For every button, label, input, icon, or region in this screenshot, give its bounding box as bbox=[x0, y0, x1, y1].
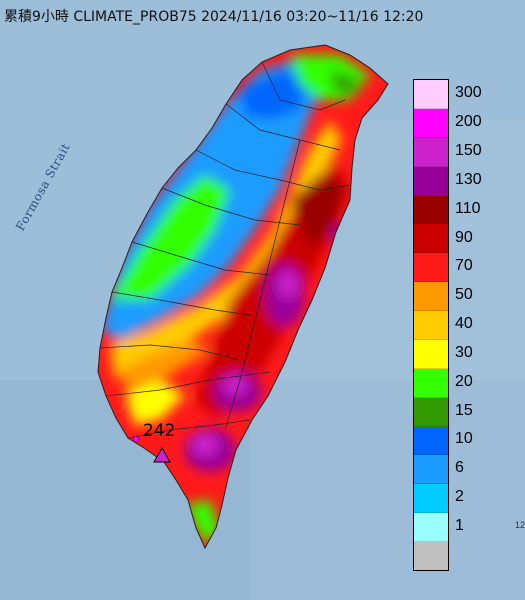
legend-swatch bbox=[414, 224, 448, 254]
legend-labels: 300 200 150 130 110 90 70 50 40 30 20 15 10 6 2 1 bbox=[455, 79, 515, 569]
legend-swatch bbox=[414, 339, 448, 369]
legend-swatch bbox=[414, 368, 448, 398]
legend-swatch bbox=[414, 282, 448, 311]
color-legend bbox=[413, 79, 449, 571]
triangle-marker-icon bbox=[153, 446, 171, 463]
legend-swatch bbox=[414, 80, 448, 109]
legend-label: 200 bbox=[455, 113, 482, 131]
legend-label bbox=[455, 540, 515, 569]
legend-label: 1 bbox=[455, 516, 464, 534]
legend-swatch bbox=[414, 542, 448, 570]
legend-label: 90 bbox=[455, 228, 473, 246]
legend-label: 20 bbox=[455, 372, 473, 390]
legend-swatch bbox=[414, 195, 448, 225]
coastline bbox=[97, 44, 389, 550]
legend-label: 2 bbox=[455, 488, 464, 505]
max-value-label: 242 bbox=[143, 421, 176, 441]
county-boundaries bbox=[99, 61, 351, 439]
legend-label: 300 bbox=[455, 84, 482, 102]
legend-label: 150 bbox=[455, 142, 482, 160]
legend-label: 6 bbox=[455, 459, 464, 477]
max-station-dot bbox=[132, 435, 140, 443]
legend-label: 50 bbox=[455, 286, 473, 304]
legend-swatch bbox=[414, 108, 448, 138]
corner-tick: 12 bbox=[514, 520, 525, 530]
legend-label: 15 bbox=[455, 401, 473, 419]
legend-swatch bbox=[414, 253, 448, 283]
legend-swatch bbox=[414, 311, 448, 340]
legend-swatch bbox=[414, 455, 448, 485]
legend-swatch bbox=[414, 484, 448, 514]
legend-label: 10 bbox=[455, 430, 473, 448]
legend-label: 40 bbox=[455, 315, 473, 333]
legend-swatch bbox=[414, 397, 448, 427]
map-title: 累積9小時 CLIMATE_PROB75 2024/11/16 03:20~11… bbox=[4, 9, 424, 25]
legend-label: 110 bbox=[455, 199, 481, 217]
legend-swatch bbox=[414, 513, 448, 542]
legend-swatch bbox=[414, 166, 448, 196]
legend-label: 130 bbox=[455, 170, 482, 188]
legend-swatch bbox=[414, 137, 448, 167]
legend-swatch bbox=[414, 426, 448, 456]
legend-label: 30 bbox=[455, 343, 473, 361]
legend-label: 70 bbox=[455, 257, 473, 275]
